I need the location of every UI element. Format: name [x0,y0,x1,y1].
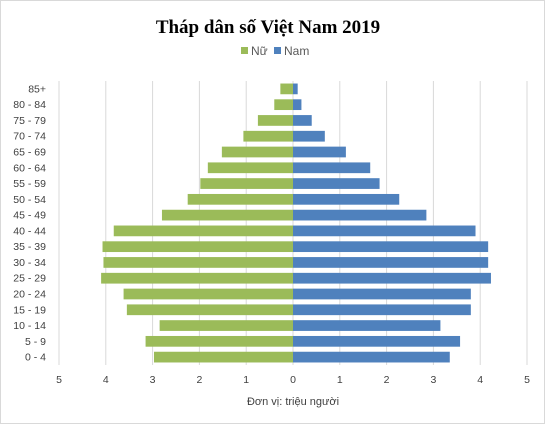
gridlines [58,81,528,365]
bar-nu [126,304,293,316]
legend-label-nam: Nam [284,44,309,58]
bar-nam [293,320,441,331]
y-axis-labels: 0 - 4 5 - 9 10 - 14 15 - 19 20 - 24 25 - 29 30… [13,83,46,363]
bars [101,83,491,363]
x-tick-label: 2 [384,374,390,386]
bar-nu [102,241,293,253]
bar-nam [293,99,302,111]
bar-nu [200,178,293,189]
x-tick-label: 3 [430,374,436,386]
y-tick-label: 35 - 39 [13,241,46,253]
bar-nam [293,83,298,95]
y-tick-label: 80 - 84 [13,99,46,111]
x-tick-label: 0 [290,374,296,386]
y-tick-label: 25 - 29 [13,273,46,285]
legend-swatch-nam [274,47,281,54]
x-tick-label: 5 [524,374,530,386]
legend-label-nu: Nữ [251,44,268,58]
bar-nu [113,225,293,237]
y-tick-label: 40 - 44 [13,225,46,237]
x-tick-label: 1 [243,374,249,386]
chart-title: Tháp dân số Việt Nam 2019 [156,17,380,38]
bar-nam [293,351,450,363]
bar-nam [293,241,489,253]
y-tick-label: 60 - 64 [13,162,46,174]
bar-nam [293,193,400,205]
y-tick-label: 45 - 49 [13,210,46,222]
bar-nu [280,83,293,95]
bar-nu [161,209,293,221]
x-tick-label: 3 [150,374,156,386]
bar-nam [293,304,471,316]
bar-nu [243,130,293,142]
x-tick-label: 2 [196,374,202,386]
x-tick-label: 5 [56,374,62,386]
bar-nam [293,130,325,142]
y-tick-label: 50 - 54 [13,194,46,206]
legend-swatch-nu [241,47,248,54]
y-tick-label: 5 - 9 [25,336,46,348]
bar-nu [207,162,293,174]
bar-nam [293,288,471,300]
bar-nam [293,257,489,268]
x-tick-label: 4 [103,374,109,386]
y-tick-label: 0 - 4 [25,352,46,364]
bar-nam [293,272,491,284]
bar-nu [101,272,294,284]
bar-nam [293,335,461,347]
bar-nu [274,99,293,111]
bar-nam [293,162,371,174]
bar-nu [103,257,294,268]
x-axis-title: Đơn vị: triệu người [247,396,339,408]
bar-nu [221,146,293,158]
y-tick-label: 30 - 34 [13,257,46,269]
bar-nam [293,146,346,158]
bar-nu [123,288,293,300]
bar-nam [293,209,427,221]
legend: Nữ Nam [241,44,309,58]
y-tick-label: 55 - 59 [13,178,46,190]
bar-nu [187,193,293,205]
x-tick-label: 1 [337,374,343,386]
bar-nu [257,115,293,126]
bar-nu [145,335,293,347]
y-tick-label: 20 - 24 [13,289,46,301]
bar-nu [154,351,293,363]
bar-nam [293,178,380,189]
y-tick-label: 65 - 69 [13,147,46,159]
x-axis-labels: 5 4 3 2 1 0 1 2 3 4 5 [56,374,530,386]
y-tick-label: 70 - 74 [13,131,46,143]
y-tick-label: 15 - 19 [13,304,46,316]
x-tick-label: 4 [477,374,483,386]
y-tick-label: 10 - 14 [13,320,46,332]
bar-nam [293,225,476,237]
bar-nu [159,320,293,331]
y-tick-label: 75 - 79 [13,115,46,127]
bar-nam [293,115,312,126]
y-tick-label: 85+ [28,83,46,95]
